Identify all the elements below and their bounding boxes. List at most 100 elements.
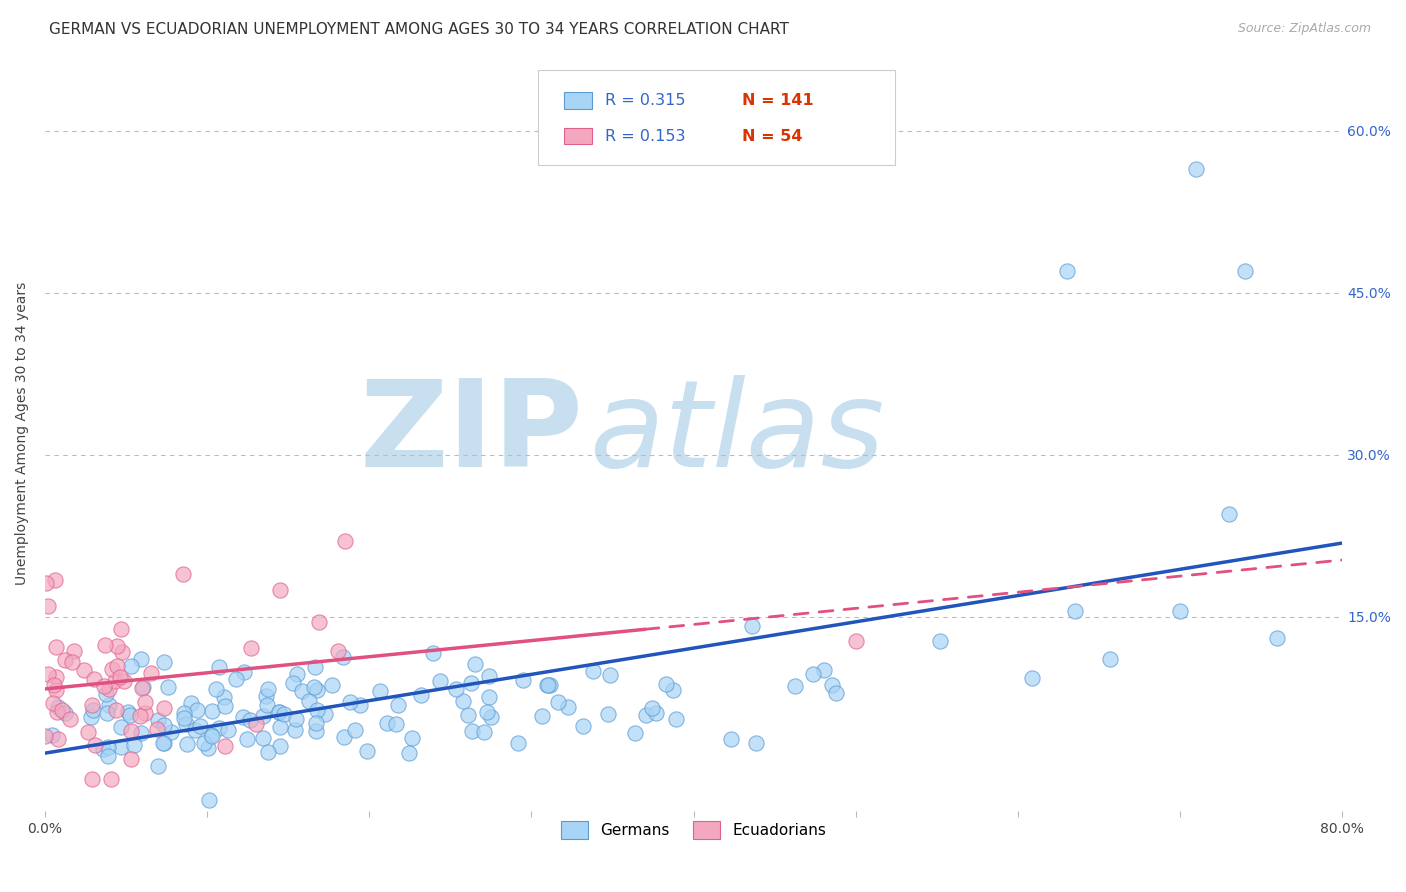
Point: [173, 711, 195, 725]
Point: [131, 681, 153, 695]
Point: [333, 534, 356, 549]
Point: [180, 696, 202, 710]
Point: [37, 599, 59, 614]
Text: atlas: atlas: [591, 375, 886, 491]
Point: [146, 713, 169, 727]
Point: [59, 713, 82, 727]
Point: [122, 738, 145, 752]
Point: [35, 576, 58, 591]
Point: [252, 731, 274, 745]
Point: [120, 752, 142, 766]
Point: [821, 678, 844, 692]
Point: [45, 682, 67, 697]
Point: [571, 719, 593, 733]
Point: [537, 678, 560, 692]
Point: [200, 728, 222, 742]
Point: [91, 742, 114, 756]
Point: [824, 686, 846, 700]
Point: [41, 728, 63, 742]
Point: [108, 670, 131, 684]
Point: [129, 652, 152, 666]
Point: [174, 717, 197, 731]
Point: [83, 673, 105, 687]
Point: [93, 679, 115, 693]
Point: [273, 707, 295, 722]
Point: [530, 709, 553, 723]
Point: [98, 698, 121, 712]
Point: [845, 633, 868, 648]
Point: [45, 670, 67, 684]
Point: [269, 739, 291, 754]
Point: [153, 701, 176, 715]
Point: [479, 710, 502, 724]
Point: [37, 666, 59, 681]
Point: [193, 736, 215, 750]
Point: [80, 698, 103, 712]
Point: [422, 646, 444, 660]
Text: R = 0.315: R = 0.315: [606, 93, 686, 108]
Point: [97, 739, 120, 754]
Point: [46, 731, 69, 746]
Point: [111, 645, 134, 659]
Point: [131, 726, 153, 740]
Point: [217, 723, 239, 737]
Point: [80, 772, 103, 786]
Point: [239, 714, 262, 728]
Point: [429, 674, 451, 689]
Point: [214, 690, 236, 704]
Point: [460, 675, 482, 690]
Point: [112, 674, 135, 689]
Point: [349, 698, 371, 713]
Point: [741, 619, 763, 633]
Point: [76, 725, 98, 739]
Point: [398, 746, 420, 760]
Point: [720, 732, 742, 747]
Point: [128, 709, 150, 723]
Point: [110, 720, 132, 734]
Point: [305, 723, 328, 738]
Point: [45, 705, 67, 719]
Point: [512, 673, 534, 688]
Point: [79, 710, 101, 724]
Point: [84, 738, 107, 752]
Point: [60, 655, 83, 669]
FancyBboxPatch shape: [564, 128, 592, 145]
Point: [232, 710, 254, 724]
Point: [662, 683, 685, 698]
Point: [245, 717, 267, 731]
Point: [1267, 632, 1289, 646]
Text: N = 54: N = 54: [741, 128, 801, 144]
Point: [508, 736, 530, 750]
Point: [45, 640, 67, 655]
Point: [929, 634, 952, 648]
Point: [198, 793, 221, 807]
Point: [1099, 651, 1122, 665]
Point: [208, 721, 231, 735]
Point: [257, 745, 280, 759]
Point: [160, 724, 183, 739]
Point: [152, 736, 174, 750]
Point: [384, 717, 406, 731]
Point: [478, 690, 501, 704]
Point: [284, 723, 307, 738]
Point: [641, 701, 664, 715]
Point: [104, 673, 127, 688]
Point: [332, 730, 354, 744]
FancyBboxPatch shape: [538, 70, 894, 165]
Point: [53, 706, 76, 720]
Point: [152, 655, 174, 669]
Legend: Germans, Ecuadorians: Germans, Ecuadorians: [555, 815, 832, 845]
Point: [46, 700, 69, 714]
Point: [307, 703, 329, 717]
Point: [536, 678, 558, 692]
Point: [356, 744, 378, 758]
Point: [146, 723, 169, 737]
Point: [204, 682, 226, 697]
Point: [665, 712, 688, 726]
Point: [93, 639, 115, 653]
Point: [197, 741, 219, 756]
Point: [321, 678, 343, 692]
Point: [257, 681, 280, 696]
Point: [387, 698, 409, 712]
Point: [172, 566, 194, 581]
